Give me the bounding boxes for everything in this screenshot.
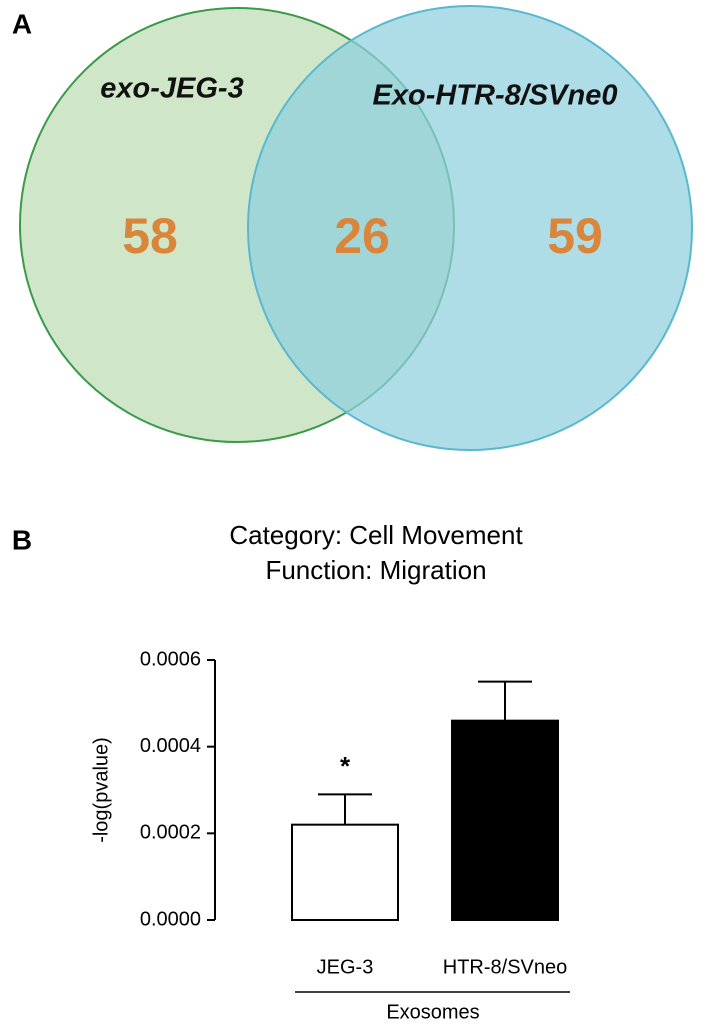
panel-label: B xyxy=(12,524,32,555)
y-tick-label: 0.0000 xyxy=(140,908,201,930)
y-tick-label: 0.0006 xyxy=(140,648,201,670)
set-label: exo-JEG-3 xyxy=(100,73,243,105)
bar xyxy=(451,719,559,922)
y-tick-label: 0.0004 xyxy=(140,735,201,757)
chart-title: Category: Cell Movement xyxy=(229,520,523,550)
x-tick-label: JEG-3 xyxy=(317,956,374,978)
venn-count: 59 xyxy=(547,208,603,264)
significance-marker: * xyxy=(340,751,351,781)
y-tick-label: 0.0002 xyxy=(140,822,201,844)
venn-set xyxy=(247,5,693,451)
set-label: Exo-HTR-8/SVne0 xyxy=(373,80,618,112)
venn-count: 26 xyxy=(334,208,390,264)
x-axis-label: Exosomes xyxy=(386,1001,479,1023)
bar xyxy=(291,823,399,922)
venn-count: 58 xyxy=(122,208,178,264)
panel-label: A xyxy=(12,8,32,39)
chart-subtitle: Function: Migration xyxy=(265,555,486,585)
y-axis-label: -log(pvalue) xyxy=(90,737,112,843)
x-tick-label: HTR-8/SVneo xyxy=(443,956,568,978)
